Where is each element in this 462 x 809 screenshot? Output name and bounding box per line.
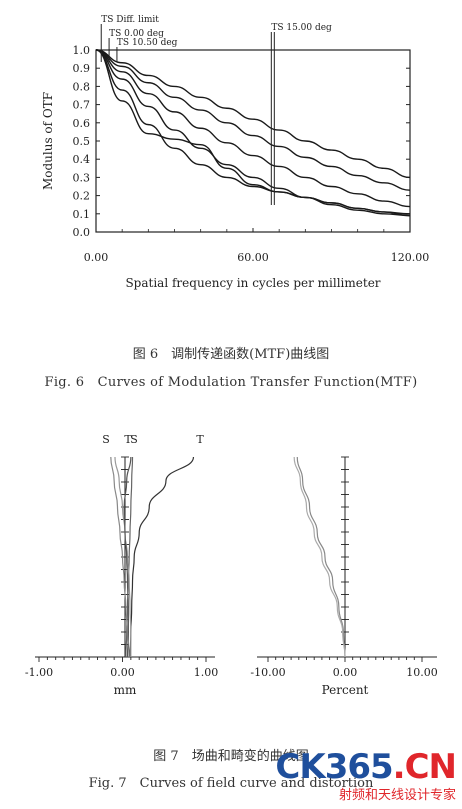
figure6-caption-cn: 图 6 调制传递函数(MTF)曲线图 xyxy=(132,347,330,362)
fc-x-tick-label: 1.00 xyxy=(194,666,219,679)
mtf-x-axis-label: Spatial frequency in cycles per millimet… xyxy=(125,276,380,290)
fc-legend-label: T xyxy=(124,433,132,446)
field-curvature-chart: S TS T -1.00 0.00 1.00 mm xyxy=(25,433,218,697)
mtf-series-line-0 xyxy=(95,49,411,179)
fc-series-line-4 xyxy=(123,456,132,658)
mtf-x-tick-label: 60.00 xyxy=(237,251,269,264)
mtf-series-line-5 xyxy=(95,49,411,217)
ds-x-axis-label: Percent xyxy=(322,683,369,697)
mtf-y-tick-label: 0.5 xyxy=(73,135,91,148)
mtf-y-tick-label: 0.7 xyxy=(73,99,91,112)
watermark-logo: CK365.CN 射频和天线设计专家 xyxy=(275,747,457,803)
mtf-series-line-1 xyxy=(95,49,411,191)
distortion-chart: -10.00 0.00 10.00 Percent xyxy=(250,456,438,697)
mtf-annotation-label: TS 0.00 deg xyxy=(109,29,164,39)
ds-series-line-1 xyxy=(293,456,346,658)
fc-series-line-0 xyxy=(129,456,195,658)
mtf-y-tick-label: 0.3 xyxy=(73,171,91,184)
watermark-logo-suffix: .CN xyxy=(392,747,457,787)
mtf-series-line-2 xyxy=(95,49,411,208)
mtf-y-tick-label: 0.1 xyxy=(73,208,91,221)
ds-x-tick-label: 10.00 xyxy=(406,666,438,679)
fc-series-line-3 xyxy=(114,456,132,658)
mtf-plot-frame xyxy=(95,49,411,233)
fc-x-tick-label: 0.00 xyxy=(110,666,135,679)
fc-legend-label: T xyxy=(196,433,204,446)
mtf-y-tick-label: 0.6 xyxy=(73,117,91,130)
mtf-annotation-label: TS Diff. limit xyxy=(101,15,159,25)
mtf-y-tick-label: 1.0 xyxy=(73,44,91,57)
figure7-caption-en: Fig. 7 Curves of field curve and distort… xyxy=(88,776,374,791)
mtf-x-tick-label: 120.00 xyxy=(391,251,430,264)
mtf-x-tick-label: 0.00 xyxy=(84,251,109,264)
ds-x-tick-label: 0.00 xyxy=(333,666,358,679)
mtf-y-tick-label: 0.2 xyxy=(73,190,91,203)
fc-x-tick-label: -1.00 xyxy=(25,666,53,679)
watermark-subtitle: 射频和天线设计专家 xyxy=(338,788,456,803)
mtf-y-axis-label: Modulus of OTF xyxy=(41,92,55,190)
mtf-y-tick-label: 0.0 xyxy=(73,226,91,239)
fc-x-axis-label: mm xyxy=(114,683,137,697)
mtf-annotation-label: TS 15.00 deg xyxy=(271,23,332,33)
mtf-chart: 0.0 0.1 0.2 0.3 0.4 0.5 0.6 0.7 0.8 0.9 1.0 0.00 60… xyxy=(41,15,429,290)
mtf-y-tick-label: 0.9 xyxy=(73,62,91,75)
ds-series-line-0 xyxy=(296,456,346,658)
watermark-logo-main: CK365 xyxy=(275,747,393,787)
mtf-annotation-label: TS 10.50 deg xyxy=(117,38,178,48)
fc-legend-label: S xyxy=(130,433,138,446)
fc-legend-label: S xyxy=(102,433,110,446)
fc-series-line-2 xyxy=(110,456,130,658)
figure6-caption-en: Fig. 6 Curves of Modulation Transfer Fun… xyxy=(44,375,418,390)
ds-x-tick-label: -10.00 xyxy=(250,666,285,679)
figure7-caption-cn: 图 7 场曲和畸变的曲线图 xyxy=(153,749,309,764)
mtf-y-tick-label: 0.8 xyxy=(73,80,91,93)
mtf-series-line-3 xyxy=(95,49,411,217)
mtf-y-tick-label: 0.4 xyxy=(73,153,91,166)
